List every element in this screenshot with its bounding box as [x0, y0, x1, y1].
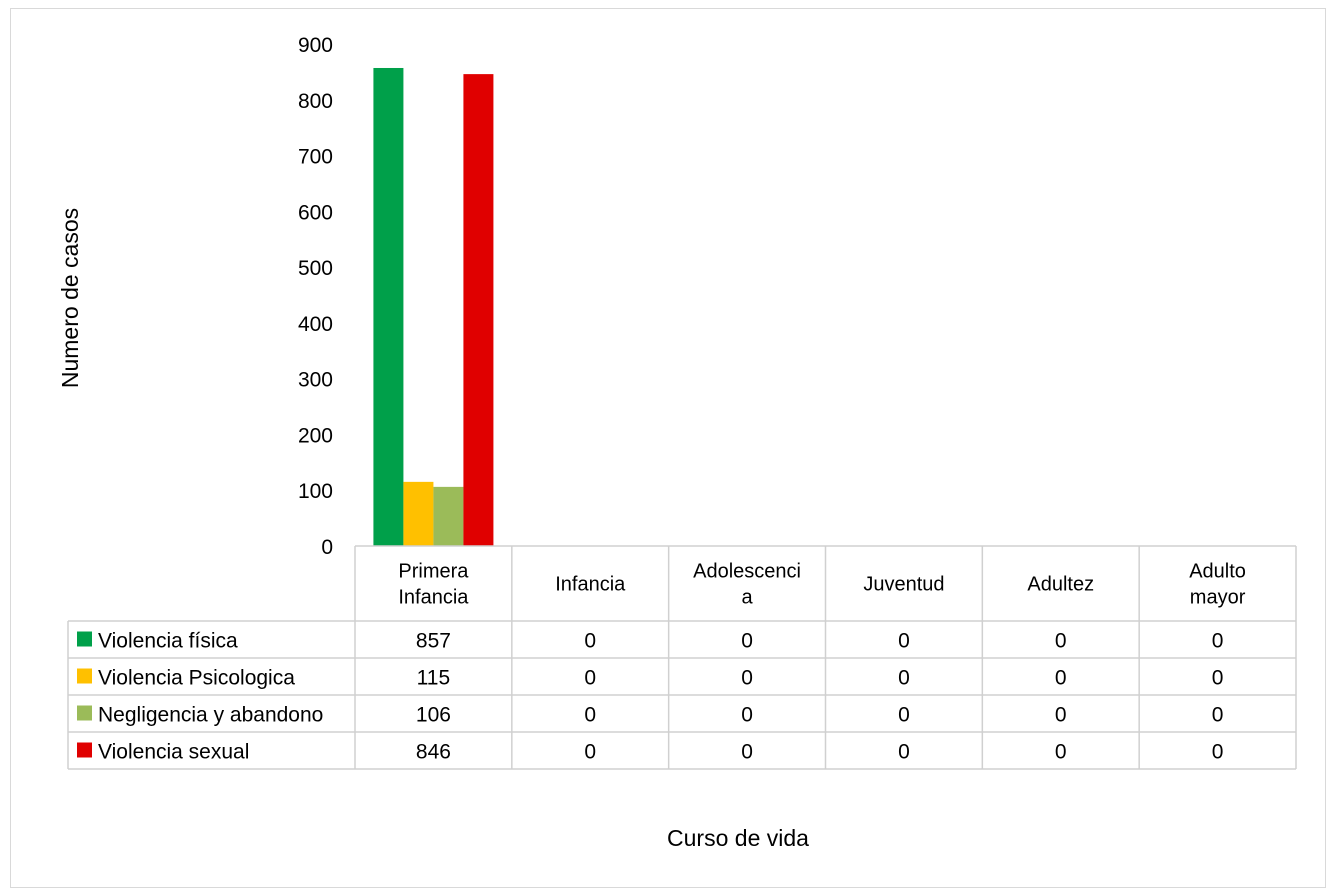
bar: [373, 67, 404, 547]
data-label: 106: [416, 704, 451, 727]
y-tick-label: 100: [298, 480, 333, 503]
legend-key: [77, 668, 92, 684]
data-label: 0: [1055, 741, 1067, 764]
bar: [463, 74, 494, 547]
legend-label: Violencia física: [98, 630, 238, 653]
data-label: 857: [416, 630, 451, 653]
data-label: 0: [898, 741, 910, 764]
category-label: Infancia: [398, 587, 469, 609]
data-table: Primera Infancia Infancia Adolescenci a Juven…: [67, 545, 1297, 770]
y-tick-label: 400: [298, 313, 333, 336]
data-label: 0: [898, 667, 910, 690]
y-tick-label: 0: [321, 536, 333, 559]
data-label: 0: [584, 704, 596, 727]
category-label: Adultez: [1027, 574, 1094, 596]
bars: [373, 67, 494, 547]
data-label: 0: [1212, 630, 1224, 653]
category-label: Adulto: [1189, 561, 1246, 583]
data-label: 0: [741, 667, 753, 690]
data-label: 115: [417, 667, 450, 690]
legend-label: Negligencia y abandono: [98, 704, 323, 727]
data-label: 0: [584, 741, 596, 764]
data-label: 0: [1212, 741, 1224, 764]
legend-label: Violencia sexual: [98, 741, 249, 764]
category-label: Infancia: [555, 574, 626, 596]
data-label: 0: [741, 630, 753, 653]
y-axis-ticks: 0 100 200 300 400 500 600 700 800 900: [298, 34, 333, 559]
category-label: Primera: [398, 561, 469, 583]
y-tick-label: 900: [298, 34, 333, 57]
data-label: 0: [1055, 667, 1067, 690]
data-label: 0: [741, 704, 753, 727]
category-label: mayor: [1190, 587, 1246, 609]
data-label: 0: [1055, 630, 1067, 653]
y-tick-label: 500: [298, 257, 333, 280]
y-axis-title: Numero de casos: [57, 208, 83, 388]
bar: [403, 481, 434, 546]
y-tick-label: 200: [298, 424, 333, 447]
y-tick-label: 700: [298, 146, 333, 169]
y-tick-label: 300: [298, 369, 333, 392]
data-label: 0: [584, 630, 596, 653]
x-axis-title: Curso de vida: [667, 825, 809, 851]
data-label: 0: [1212, 704, 1224, 727]
category-label: a: [742, 587, 754, 609]
y-tick-label: 800: [298, 90, 333, 113]
legend-key: [77, 705, 92, 721]
data-label: 0: [741, 741, 753, 764]
legend-key: [77, 631, 92, 647]
category-label: Juventud: [863, 574, 944, 596]
data-label: 0: [584, 667, 596, 690]
data-label: 0: [1055, 704, 1067, 727]
category-label: Adolescenci: [693, 561, 801, 583]
data-label: 0: [898, 630, 910, 653]
legend-key: [77, 742, 92, 758]
data-label: 846: [416, 741, 451, 764]
data-label: 0: [1212, 667, 1224, 690]
bar: [433, 486, 464, 546]
legend-label: Violencia Psicologica: [98, 667, 295, 690]
y-tick-label: 600: [298, 201, 333, 224]
data-label: 0: [898, 704, 910, 727]
